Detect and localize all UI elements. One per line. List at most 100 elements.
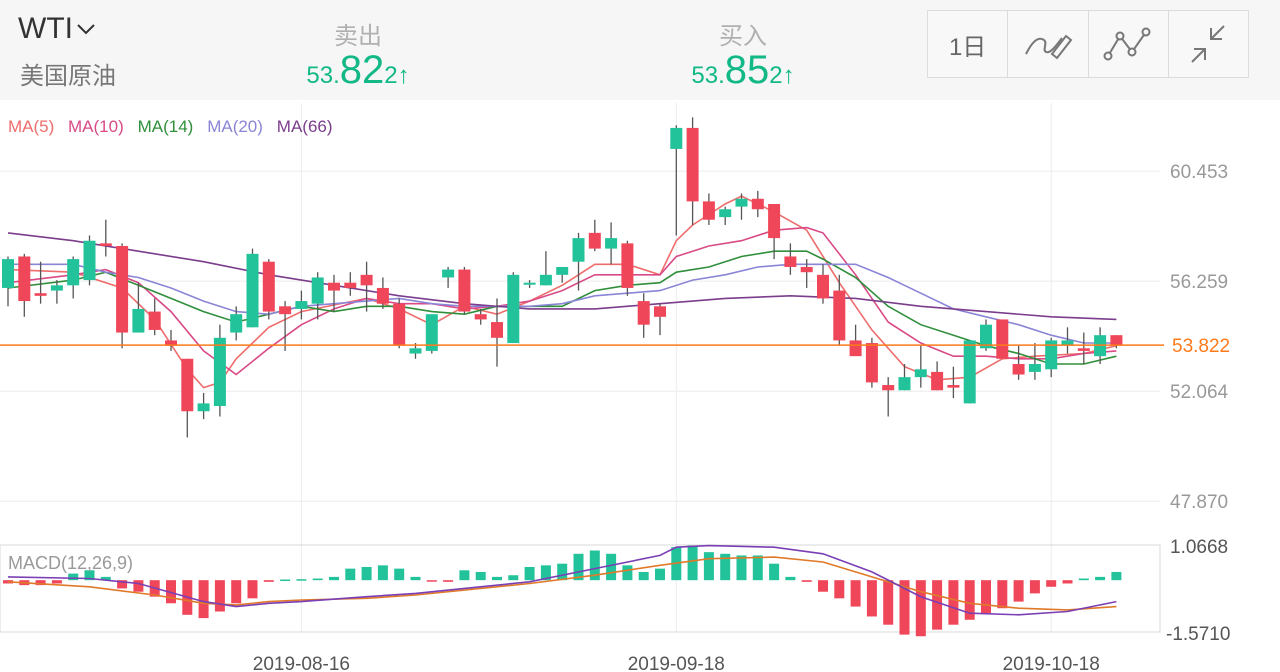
candle[interactable] <box>800 259 813 288</box>
candle[interactable] <box>197 392 210 420</box>
candle[interactable] <box>817 264 829 304</box>
candle[interactable] <box>996 319 1009 359</box>
candle[interactable] <box>686 117 699 225</box>
candle[interactable] <box>360 261 373 312</box>
date-tick-label: 2019-09-18 <box>628 654 725 672</box>
candle[interactable] <box>523 280 536 288</box>
candle[interactable] <box>963 340 976 404</box>
candle[interactable] <box>849 324 862 357</box>
candle[interactable] <box>621 240 634 296</box>
candle[interactable] <box>50 280 63 304</box>
candle[interactable] <box>181 358 194 438</box>
candle[interactable] <box>213 324 226 417</box>
candle-body <box>621 243 634 288</box>
kline-chart[interactable]: MA(5) MA(10) MA(14) MA(20) MA(66) 53.822 60.… <box>0 100 1280 672</box>
candle[interactable] <box>442 266 455 288</box>
candle[interactable] <box>311 272 324 320</box>
sell-price-main: 82 <box>339 48 385 92</box>
candle[interactable] <box>1077 332 1090 365</box>
legend-item-ma: MA(10) <box>68 117 124 136</box>
candle[interactable] <box>2 256 14 307</box>
candle[interactable] <box>605 222 618 265</box>
candle[interactable] <box>898 364 911 391</box>
candle-body <box>605 238 618 249</box>
candle[interactable] <box>735 193 748 220</box>
candle[interactable] <box>931 361 944 391</box>
candle-body <box>393 303 406 346</box>
macd-tick-label: 1.0668 <box>1170 537 1228 558</box>
candle[interactable] <box>458 266 471 315</box>
macd-bar <box>117 580 128 589</box>
macd-bar <box>997 580 1008 609</box>
candle[interactable] <box>376 277 389 309</box>
candle[interactable] <box>702 193 715 225</box>
candle[interactable] <box>980 319 992 351</box>
candle-body <box>686 127 699 202</box>
macd-bar <box>883 580 894 625</box>
candle[interactable] <box>1028 343 1041 380</box>
candle[interactable] <box>262 259 275 320</box>
candle[interactable] <box>882 377 895 417</box>
macd-bar <box>720 553 731 581</box>
candle-body <box>637 301 650 325</box>
candle-body <box>539 274 552 286</box>
candle-body <box>507 274 520 344</box>
candle[interactable] <box>34 261 47 304</box>
candle[interactable] <box>279 301 292 351</box>
candle[interactable] <box>491 298 503 367</box>
candle[interactable] <box>1061 327 1074 354</box>
candle[interactable] <box>393 298 406 349</box>
candle[interactable] <box>637 293 650 338</box>
candle[interactable] <box>507 272 520 344</box>
candle[interactable] <box>1110 335 1123 349</box>
ma-line <box>8 263 1117 344</box>
candle[interactable] <box>588 219 601 252</box>
candle[interactable] <box>132 282 145 333</box>
macd-bar <box>1062 580 1073 584</box>
candle[interactable] <box>344 272 357 296</box>
period-button[interactable]: 1日 <box>928 11 1009 77</box>
candle[interactable] <box>556 266 569 283</box>
candle-body <box>458 269 471 312</box>
candle[interactable] <box>148 298 161 336</box>
draw-button[interactable] <box>1008 11 1089 77</box>
macd-bar <box>655 568 665 581</box>
candle[interactable] <box>230 306 243 341</box>
candle[interactable] <box>328 274 340 312</box>
candle[interactable] <box>99 219 112 257</box>
candle[interactable] <box>654 303 666 336</box>
candle[interactable] <box>768 204 781 260</box>
candle[interactable] <box>18 253 31 317</box>
macd-bar <box>638 571 649 581</box>
candle-body <box>18 256 31 302</box>
candle[interactable] <box>833 274 846 346</box>
candle[interactable] <box>474 308 487 325</box>
macd-bar <box>932 580 943 630</box>
candle[interactable] <box>116 243 129 349</box>
macd-title: MACD(12,26,9) <box>8 553 133 573</box>
candle[interactable] <box>670 125 683 236</box>
symbol-selector[interactable]: WTI <box>18 12 97 46</box>
macd-bar <box>1013 580 1024 602</box>
candle[interactable] <box>784 243 797 275</box>
collapse-button[interactable] <box>1169 11 1248 77</box>
candle[interactable] <box>83 235 96 286</box>
candle[interactable] <box>914 345 927 388</box>
macd-bar <box>68 573 79 581</box>
candle[interactable] <box>295 290 308 320</box>
candle[interactable] <box>67 256 80 299</box>
candle[interactable] <box>165 329 177 351</box>
candle-body <box>34 293 47 296</box>
candle[interactable] <box>539 251 552 286</box>
macd-bar <box>1078 578 1089 581</box>
candle[interactable] <box>1012 345 1025 380</box>
candle[interactable] <box>425 314 438 354</box>
candle[interactable] <box>947 366 960 399</box>
candle[interactable] <box>719 206 732 225</box>
candle[interactable] <box>246 248 259 328</box>
candle[interactable] <box>865 337 878 388</box>
candle[interactable] <box>751 190 764 218</box>
indicator-button[interactable] <box>1089 11 1169 77</box>
candle[interactable] <box>1045 337 1058 378</box>
candle[interactable] <box>572 232 585 291</box>
